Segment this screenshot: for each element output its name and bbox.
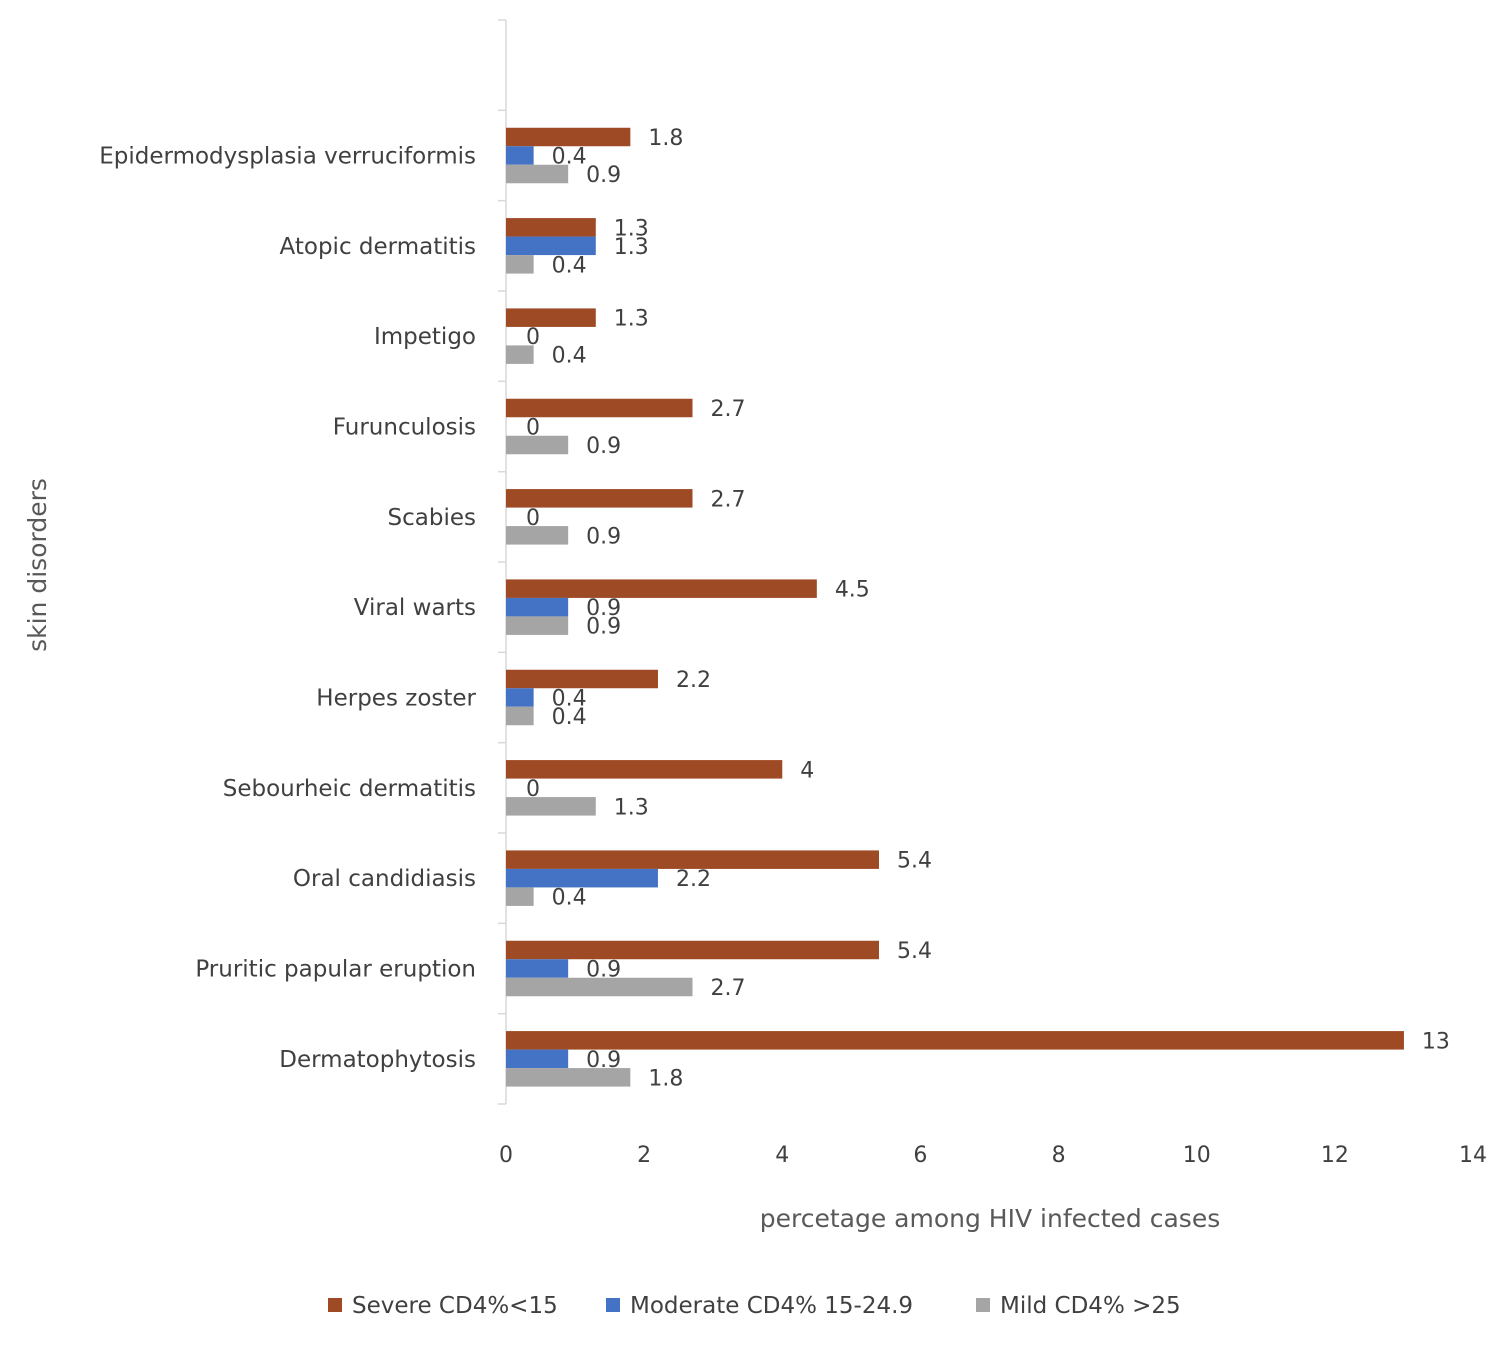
x-tick-label: 4: [775, 1143, 789, 1168]
data-label: 0.9: [586, 615, 621, 640]
x-tick-label: 2: [637, 1143, 651, 1168]
legend: Severe CD4%<15 Moderate CD4% 15-24.9 Mild …: [328, 1293, 1181, 1319]
bars: 130.91.85.40.92.75.42.20.4401.32.20.40.4…: [506, 126, 1450, 1091]
bar-0: [506, 489, 693, 508]
data-label: 0: [526, 777, 540, 802]
category-label: Furunculosis: [333, 415, 476, 441]
data-label: 0.9: [586, 163, 621, 188]
legend-label: Mild CD4% >25: [1000, 1293, 1181, 1319]
legend-label: Moderate CD4% 15-24.9: [630, 1293, 913, 1319]
bar-1: [506, 868, 658, 888]
data-label: 1.3: [614, 795, 649, 820]
category-label: Scabies: [388, 505, 476, 531]
data-label: 0: [526, 416, 540, 441]
bar-2: [506, 526, 569, 545]
category-label: Oral candidiasis: [293, 866, 476, 892]
legend-swatch: [606, 1298, 620, 1312]
category-label: Viral warts: [354, 595, 476, 621]
bar-2: [506, 977, 693, 997]
x-tick-label: 12: [1321, 1143, 1349, 1168]
data-label: 1.3: [614, 307, 649, 332]
data-label: 2.2: [676, 668, 711, 693]
bar-0: [506, 760, 783, 779]
bar-2: [506, 616, 569, 635]
bar-1: [506, 146, 534, 165]
data-label: 5.4: [897, 849, 932, 874]
data-label: 1.3: [614, 235, 649, 260]
bar-1: [506, 1049, 569, 1069]
bar-0: [506, 669, 658, 689]
bar-0: [506, 850, 879, 869]
bar-1: [506, 597, 569, 617]
category-label: Atopic dermatitis: [280, 234, 476, 260]
category-label: Dermatophytosis: [279, 1047, 476, 1073]
category-label: Epidermodysplasia verruciformis: [99, 144, 476, 170]
data-label: 2.7: [710, 397, 745, 422]
data-label: 4: [800, 758, 814, 783]
data-label: 13: [1422, 1029, 1450, 1054]
legend-swatch: [976, 1298, 990, 1312]
x-tick-label: 6: [913, 1143, 927, 1168]
data-label: 2.2: [676, 867, 711, 892]
category-label: Impetigo: [374, 324, 476, 350]
bar-0: [506, 940, 879, 960]
x-axis-title: percetage among HIV infected cases: [760, 1204, 1221, 1233]
x-tick-label: 0: [499, 1143, 513, 1168]
bar-0: [506, 1031, 1404, 1050]
bar-1: [506, 236, 596, 256]
bar-2: [506, 887, 534, 906]
x-tick-label: 14: [1459, 1143, 1487, 1168]
bar-2: [506, 164, 569, 184]
data-label: 0.4: [552, 705, 587, 730]
axes: 0 2 4 6 8 10 12 14 Dermatophytosis Pruritic papul…: [99, 19, 1487, 1168]
data-label: 0.4: [552, 344, 587, 369]
data-label: 2.7: [710, 487, 745, 512]
category-label: Pruritic papular eruption: [195, 957, 476, 983]
data-label: 0.9: [586, 524, 621, 549]
bar-2: [506, 797, 596, 816]
data-label: 1.8: [648, 1066, 683, 1091]
data-label: 0.9: [586, 596, 621, 621]
bar-0: [506, 218, 596, 237]
legend-label: Severe CD4%<15: [352, 1293, 558, 1319]
data-label: 1.3: [614, 216, 649, 241]
bar-0: [506, 579, 817, 598]
data-label: 5.4: [897, 939, 932, 964]
bar-1: [506, 688, 534, 707]
data-label: 2.7: [710, 976, 745, 1001]
bar-2: [506, 435, 569, 455]
data-label: 0.4: [552, 886, 587, 911]
bar-2: [506, 1068, 631, 1087]
bar-2: [506, 255, 534, 274]
bar-0: [506, 308, 596, 327]
category-label: Sebourheic dermatitis: [223, 776, 476, 802]
data-label: 4.5: [835, 578, 870, 603]
y-axis-title: skin disorders: [23, 478, 52, 652]
bar-2: [506, 345, 534, 364]
category-label: Herpes zoster: [316, 686, 476, 712]
bar-2: [506, 706, 534, 726]
legend-swatch: [328, 1298, 342, 1312]
data-label: 0: [526, 506, 540, 531]
x-tick-label: 8: [1052, 1143, 1066, 1168]
bar-0: [506, 127, 631, 147]
bar-1: [506, 959, 569, 978]
data-label: 1.8: [648, 126, 683, 151]
data-label: 0.4: [552, 687, 587, 712]
data-label: 0.9: [586, 434, 621, 459]
x-tick-label: 10: [1183, 1143, 1211, 1168]
data-label: 0: [526, 325, 540, 350]
bar-0: [506, 398, 693, 418]
data-label: 0.4: [552, 253, 587, 278]
